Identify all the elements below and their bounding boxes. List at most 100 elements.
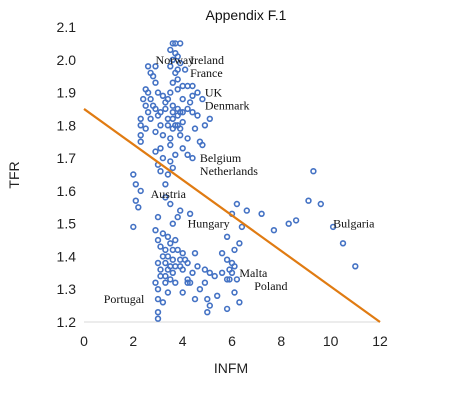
data-point — [231, 246, 238, 254]
data-point — [189, 82, 196, 90]
data-point — [236, 240, 243, 247]
data-point — [177, 125, 184, 132]
data-point — [199, 95, 206, 103]
data-point — [179, 82, 186, 90]
annotation-label: Hungary — [188, 217, 230, 231]
y-tick-label: 1.3 — [57, 281, 77, 297]
data-point — [167, 158, 174, 165]
x-tick-label: 10 — [323, 333, 339, 349]
data-point — [206, 269, 214, 276]
data-point — [352, 263, 359, 270]
data-point — [191, 295, 199, 303]
data-point — [147, 115, 154, 123]
data-point — [152, 63, 159, 70]
data-point — [172, 279, 179, 286]
y-tick-label: 1.4 — [57, 248, 77, 264]
data-point — [169, 79, 177, 86]
data-point — [231, 289, 238, 296]
data-point — [189, 154, 196, 162]
data-point — [228, 269, 236, 276]
data-point — [194, 89, 201, 96]
data-point — [310, 168, 317, 175]
data-point — [179, 250, 186, 257]
data-point — [157, 122, 164, 129]
data-point — [191, 250, 199, 257]
data-point — [317, 200, 324, 208]
data-point — [231, 263, 238, 270]
data-point — [167, 89, 174, 96]
data-point — [137, 132, 144, 139]
data-point — [238, 223, 246, 231]
data-point — [149, 72, 157, 80]
data-point — [184, 151, 191, 159]
data-point — [199, 141, 206, 149]
data-point — [223, 233, 231, 241]
y-tick-labels: 1.2 1.3 1.4 1.5 1.6 1.7 1.8 1.9 2.0 2.1 — [57, 19, 77, 330]
data-point — [164, 122, 172, 129]
annotation-label: Belgium — [200, 151, 242, 165]
data-point — [167, 200, 174, 208]
x-tick-label: 0 — [80, 333, 88, 349]
data-point — [142, 125, 149, 132]
data-point — [167, 141, 174, 149]
data-point — [164, 95, 172, 103]
data-point — [167, 63, 174, 70]
data-point — [130, 171, 137, 178]
data-point — [157, 266, 164, 273]
data-point — [177, 59, 184, 67]
annotation-label: Malta — [239, 266, 268, 280]
data-point — [167, 135, 174, 142]
data-point — [144, 108, 152, 116]
data-point — [233, 276, 241, 283]
data-point — [179, 289, 186, 296]
data-point — [211, 272, 218, 280]
data-point — [186, 210, 194, 218]
data-point — [204, 309, 211, 316]
y-tick-label: 1.6 — [57, 183, 77, 199]
trendline — [83, 108, 381, 323]
data-point — [169, 115, 177, 123]
data-point — [305, 197, 312, 204]
annotation-label: Netherlands — [200, 164, 258, 178]
data-point — [201, 266, 209, 273]
x-axis-label: INFM — [214, 360, 248, 376]
data-point — [169, 256, 177, 263]
data-point — [152, 227, 159, 234]
data-point — [169, 102, 177, 109]
data-point — [157, 145, 164, 152]
data-point — [162, 105, 169, 113]
y-tick-label: 1.7 — [57, 150, 77, 166]
data-point — [159, 253, 167, 260]
x-tick-label: 6 — [228, 333, 236, 349]
data-point — [140, 95, 147, 103]
data-point — [179, 95, 186, 103]
data-point — [174, 246, 181, 254]
data-point — [194, 263, 201, 270]
data-point — [177, 40, 184, 47]
data-point — [157, 168, 164, 175]
annotation-label: Bulgaria — [333, 217, 375, 231]
data-point — [194, 112, 201, 119]
data-point — [169, 164, 177, 172]
data-point — [169, 246, 177, 254]
data-point — [223, 305, 231, 313]
data-point — [184, 82, 191, 90]
data-point — [132, 181, 140, 188]
data-point — [329, 223, 337, 231]
data-point — [167, 240, 174, 247]
x-tick-label: 2 — [129, 333, 137, 349]
data-point — [152, 148, 159, 155]
data-point — [223, 256, 231, 263]
data-point — [152, 128, 159, 136]
data-point — [162, 194, 169, 201]
data-point — [204, 295, 211, 303]
annotation-label: Austria — [151, 187, 187, 201]
data-point — [218, 269, 226, 276]
data-point — [172, 263, 179, 270]
data-point — [162, 279, 169, 286]
data-point — [169, 40, 177, 47]
x-tick-label: 4 — [179, 333, 187, 349]
data-point — [206, 115, 214, 123]
data-point — [214, 292, 221, 299]
